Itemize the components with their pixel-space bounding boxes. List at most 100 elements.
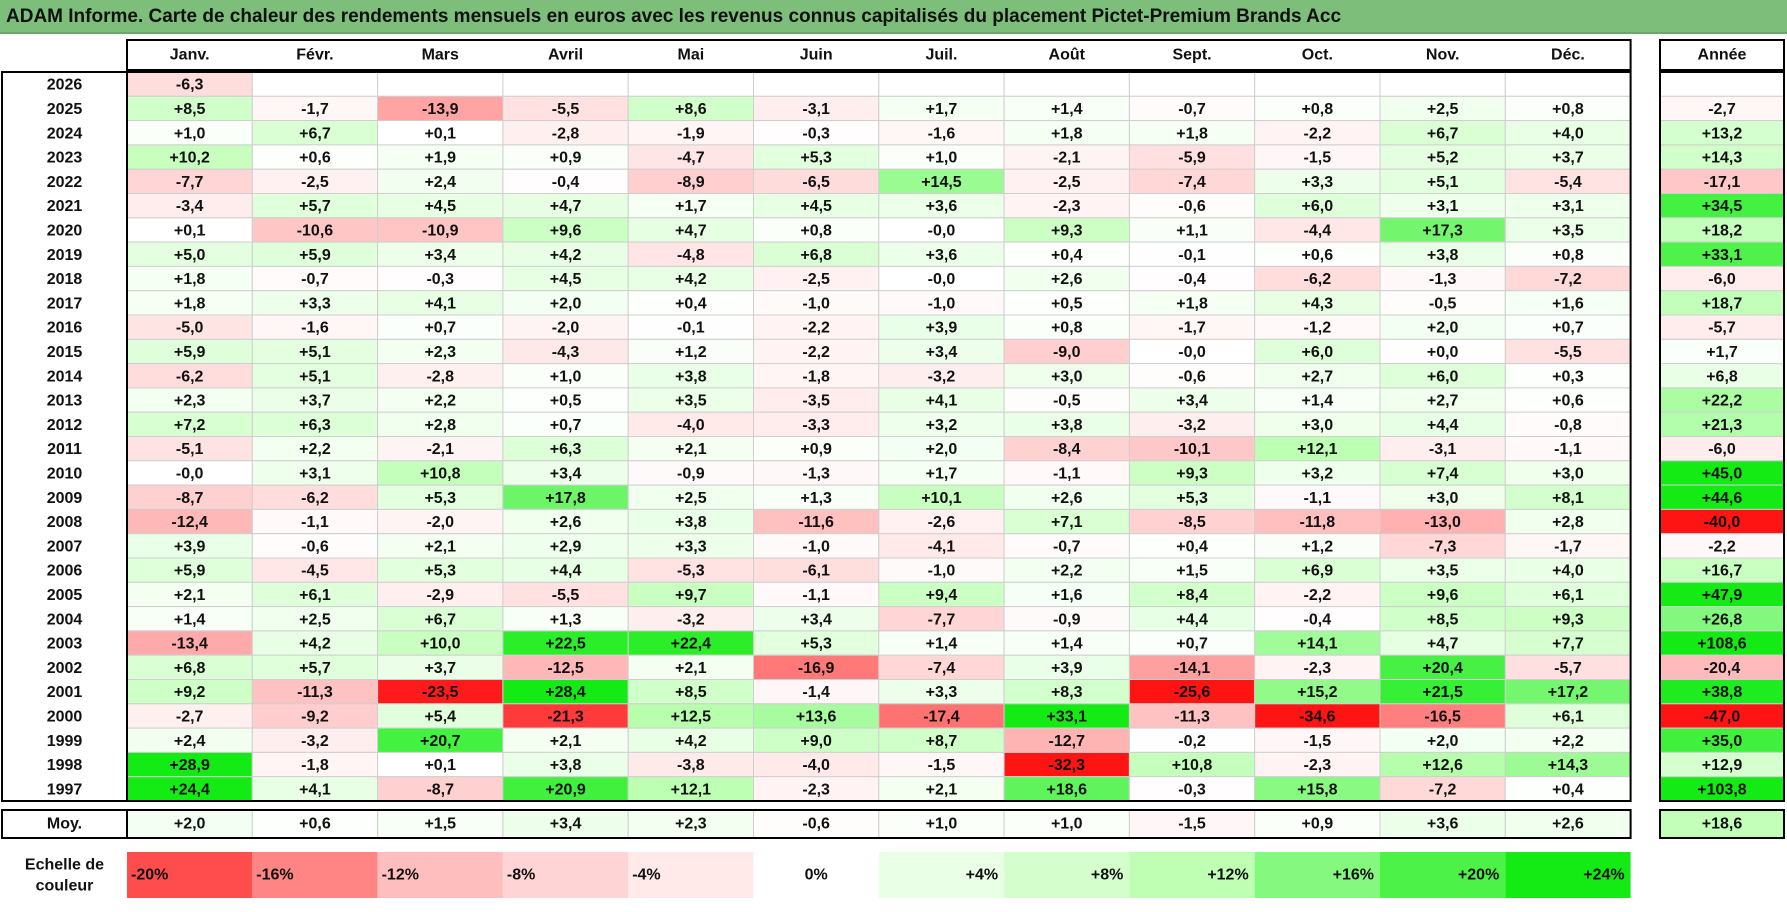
cell-2021-9 [1128, 193, 1256, 219]
year-label-2019: 2019 [47, 247, 83, 264]
cell-2021-12 [1504, 193, 1632, 219]
cell-value-2009-3: +5,3 [424, 490, 456, 507]
color-scale-swatch-6 [753, 852, 879, 898]
average-cell-7 [878, 809, 1005, 839]
cell-2008-9 [1128, 508, 1256, 535]
average-value-10: +0,9 [1302, 816, 1334, 833]
cell-value-2004-2: +2,5 [299, 611, 331, 628]
cell-2009-11 [1379, 484, 1506, 510]
cell-value-2020-1: +0,1 [174, 222, 206, 239]
cell-value-2016-1: -5,0 [176, 320, 204, 337]
year-label-2026: 2026 [47, 77, 83, 94]
cell-2012-2 [251, 411, 379, 438]
cell-2026-11 [1379, 71, 1506, 97]
average-value-6: -0,6 [802, 816, 830, 833]
cell-value-2004-8: -0,9 [1053, 611, 1081, 628]
cell-value-2002-7: -7,4 [928, 660, 956, 677]
cell-2011-2 [251, 436, 379, 462]
color-scale-stop-3: -12% [382, 867, 419, 884]
average-value-5: +2,3 [675, 816, 707, 833]
cell-2013-8 [1003, 387, 1130, 413]
cell-value-2004-6: +3,4 [800, 611, 832, 628]
cell-2025-9 [1128, 95, 1256, 122]
average-annual-value: +18,6 [1702, 816, 1743, 833]
cell-value-2015-6: -2,2 [802, 344, 830, 361]
cell-value-2016-10: -1,2 [1304, 320, 1332, 337]
cell-value-2014-5: +3,8 [675, 368, 707, 385]
year-label-2018: 2018 [47, 271, 83, 288]
annual-value-2014: +6,8 [1706, 368, 1738, 385]
cell-value-1998-8: -32,3 [1049, 757, 1086, 774]
cell-value-2020-7: -0,0 [928, 222, 956, 239]
cell-value-2006-5: -5,3 [677, 563, 705, 580]
cell-2011-8 [1003, 436, 1130, 462]
cell-2017-12 [1504, 290, 1632, 316]
cell-value-2020-5: +4,7 [675, 222, 707, 239]
annual-value-2008: -40,0 [1704, 514, 1741, 531]
cell-value-1998-12: +14,3 [1548, 757, 1589, 774]
year-label-1997: 1997 [47, 781, 83, 798]
cell-value-2020-6: +0,8 [800, 222, 832, 239]
cell-2001-9 [1128, 679, 1256, 705]
cell-value-2024-5: -1,9 [677, 125, 705, 142]
cell-value-2021-12: +3,1 [1552, 198, 1584, 215]
annual-cell-2011 [1659, 436, 1785, 462]
cell-value-2016-6: -2,2 [802, 320, 830, 337]
annual-cell-2012 [1659, 411, 1785, 438]
cell-value-2009-12: +8,1 [1552, 490, 1584, 507]
cell-2001-3 [377, 679, 504, 705]
cell-2025-4 [502, 95, 629, 122]
average-value-11: +3,6 [1427, 816, 1459, 833]
cell-value-2025-11: +2,5 [1427, 101, 1459, 118]
cell-2011-1 [126, 436, 253, 462]
color-scale-stop-11: +20% [1458, 867, 1499, 884]
cell-value-2025-9: -0,7 [1178, 101, 1206, 118]
cell-value-2014-4: +1,0 [550, 368, 582, 385]
annual-grid-frame [1659, 71, 1785, 802]
cell-value-2024-3: +0,1 [424, 125, 456, 142]
cell-1997-7 [878, 776, 1005, 802]
cell-2012-7 [878, 411, 1005, 438]
cell-value-2017-11: -0,5 [1429, 295, 1457, 312]
cell-value-2000-6: +13,6 [796, 708, 837, 725]
cell-2025-8 [1003, 95, 1130, 122]
cell-value-2000-3: +5,4 [424, 708, 456, 725]
cell-value-2020-3: -10,9 [422, 222, 459, 239]
cell-value-2017-5: +0,4 [675, 295, 707, 312]
year-label-2011: 2011 [47, 441, 82, 458]
cell-value-2023-3: +1,9 [424, 150, 456, 167]
cell-1999-7 [878, 727, 1005, 753]
cell-1997-6 [753, 776, 880, 802]
annual-cell-2007 [1659, 533, 1785, 559]
cell-1997-11 [1379, 776, 1506, 802]
cell-value-2018-4: +4,5 [550, 271, 582, 288]
cell-value-2020-2: -10,6 [297, 222, 334, 239]
cell-2012-1 [126, 411, 253, 438]
cell-value-2004-1: +1,4 [174, 611, 206, 628]
cell-2005-1 [126, 581, 253, 608]
cell-value-2013-11: +2,7 [1427, 393, 1459, 410]
cell-value-2008-2: -1,1 [301, 514, 329, 531]
month-header-frame [126, 39, 1632, 71]
annual-cell-2000 [1659, 703, 1785, 729]
color-scale-swatch-12 [1505, 852, 1631, 898]
cell-2009-6 [753, 484, 880, 510]
color-scale-swatch-9 [1129, 852, 1255, 898]
cell-value-2001-12: +17,2 [1548, 684, 1589, 701]
cell-value-2001-9: -25,6 [1174, 684, 1211, 701]
cell-value-2025-8: +1,4 [1051, 101, 1083, 118]
annual-value-2007: -2,2 [1708, 538, 1736, 555]
cell-value-2021-4: +4,7 [550, 198, 582, 215]
cell-2010-8 [1003, 460, 1130, 486]
cell-2009-12 [1504, 484, 1632, 510]
annual-value-2020: +18,2 [1702, 222, 1743, 239]
cell-value-2011-7: +2,0 [926, 441, 958, 458]
color-scale-stop-10: +16% [1333, 867, 1374, 884]
cell-1998-12 [1504, 751, 1632, 778]
cell-2000-2 [251, 703, 379, 729]
cell-2020-10 [1254, 217, 1381, 243]
cell-2004-9 [1128, 606, 1256, 632]
cell-value-1998-4: +3,8 [550, 757, 582, 774]
cell-value-2003-10: +14,1 [1297, 636, 1338, 653]
cell-2022-6 [753, 168, 880, 194]
